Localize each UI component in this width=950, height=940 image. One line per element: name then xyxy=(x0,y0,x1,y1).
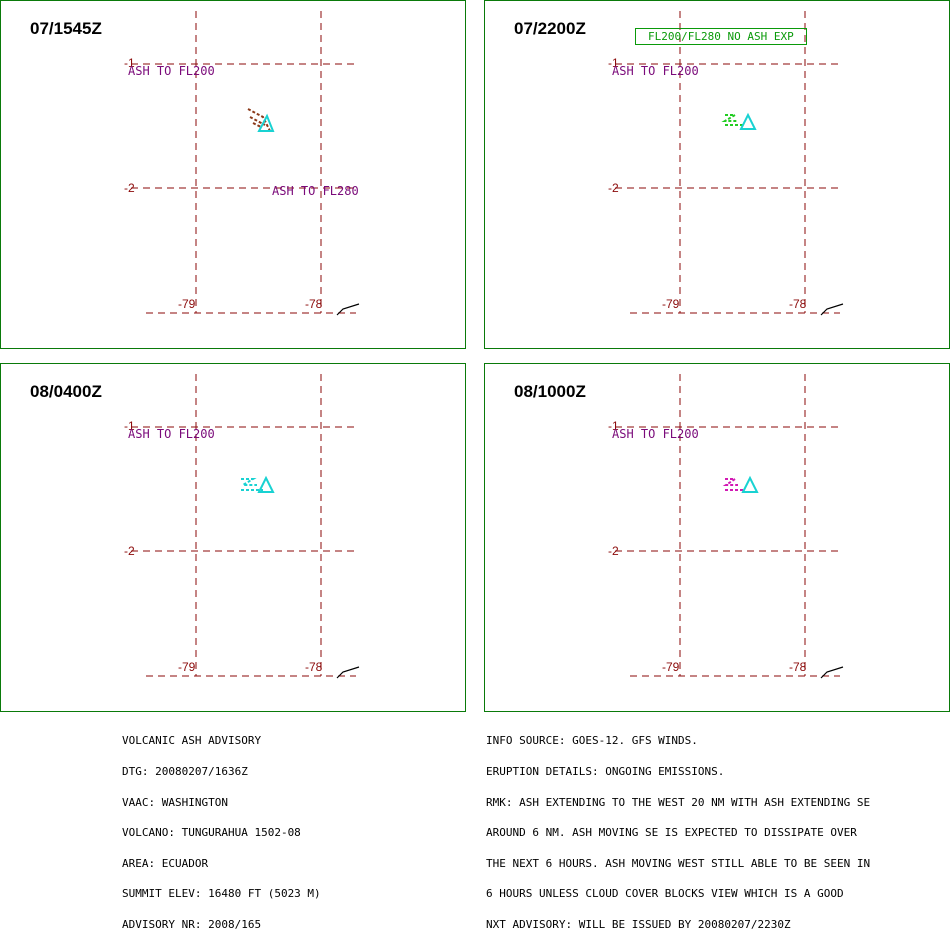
ash-plume-1 xyxy=(247,108,272,134)
advisory-line: RMK: ASH EXTENDING TO THE WEST 20 NM WIT… xyxy=(486,795,871,809)
map-panel-2: 07/2200Z FL200/FL280 NO ASH EXP -1 -2 -7… xyxy=(484,0,950,349)
lon-label-1b: -78 xyxy=(305,297,323,311)
coastline-3 xyxy=(336,666,360,679)
lat-label-1a: -1 xyxy=(124,56,135,70)
map-panel-3: 08/0400Z -1 -2 -79 -78 ASH TO FL200 xyxy=(0,363,466,712)
advisory-line: SUMMIT ELEV: 16480 FT (5023 M) xyxy=(122,887,321,901)
lat-label-1b: -2 xyxy=(124,181,135,195)
advisory-line: THE NEXT 6 HOURS. ASH MOVING WEST STILL … xyxy=(486,856,871,870)
map-grid-1 xyxy=(131,11,360,316)
coastline-1 xyxy=(336,303,360,316)
advisory-line: AROUND 6 NM. ASH MOVING SE IS EXPECTED T… xyxy=(486,826,857,840)
panel-time-3: 08/0400Z xyxy=(30,382,102,401)
volcano-marker-4 xyxy=(741,475,759,493)
map-panel-4: 08/1000Z -1 -2 -79 -78 ASH TO FL200 xyxy=(484,363,950,712)
coastline-2 xyxy=(820,303,844,316)
ash-annotation-4a: ASH TO FL200 xyxy=(612,427,699,441)
advisory-line: NXT ADVISORY: WILL BE ISSUED BY 20080207… xyxy=(486,918,791,932)
advisory-line: 6 HOURS UNLESS CLOUD COVER BLOCKS VIEW W… xyxy=(486,887,844,901)
map-panel-1: 07/1545Z -1 -2 -79 -78 ASH TO FL200 ASH … xyxy=(0,0,466,349)
advisory-line: VAAC: WASHINGTON xyxy=(122,795,228,809)
lat-label-4a: -1 xyxy=(608,419,619,433)
volcano-marker-3 xyxy=(257,475,275,493)
ash-annotation-1a: ASH TO FL200 xyxy=(128,64,215,78)
advisory-line: AREA: ECUADOR xyxy=(122,856,209,870)
ash-plume-2 xyxy=(721,114,745,126)
advisory-line: DTG: 20080207/1636Z xyxy=(122,765,248,779)
volcano-marker-1 xyxy=(257,113,275,132)
lat-label-3a: -1 xyxy=(124,419,135,433)
panel-time-4: 08/1000Z xyxy=(514,382,586,401)
lon-label-1a: -79 xyxy=(178,297,196,311)
no-ash-note: FL200/FL280 NO ASH EXP xyxy=(635,28,807,45)
ash-annotation-3a: ASH TO FL200 xyxy=(128,427,215,441)
lon-label-2b: -78 xyxy=(789,297,807,311)
advisory-right: INFO SOURCE: GOES-12. GFS WINDS. ERUPTIO… xyxy=(486,716,870,940)
ash-plume-4 xyxy=(722,478,743,491)
advisory-line: ADVISORY NR: 2008/165 xyxy=(122,918,262,932)
lon-label-3a: -79 xyxy=(178,660,196,674)
lon-label-4a: -79 xyxy=(662,660,680,674)
map-grid-4 xyxy=(615,374,844,679)
lat-label-2a: -1 xyxy=(608,56,619,70)
panel-time-1: 07/1545Z xyxy=(30,19,102,38)
ash-annotation-2a: ASH TO FL200 xyxy=(612,64,699,78)
lon-label-4b: -78 xyxy=(789,660,807,674)
advisory-line: ERUPTION DETAILS: ONGOING EMISSIONS. xyxy=(486,765,725,779)
panel-time-2: 07/2200Z xyxy=(514,19,586,38)
advisory-left: VOLCANIC ASH ADVISORY DTG: 20080207/1636… xyxy=(122,716,321,940)
ash-plume-3 xyxy=(239,478,263,491)
lat-label-4b: -2 xyxy=(608,544,619,558)
lon-label-2a: -79 xyxy=(662,297,680,311)
lat-label-3b: -2 xyxy=(124,544,135,558)
advisory-line: VOLCANIC ASH ADVISORY xyxy=(122,734,262,748)
lat-label-2b: -2 xyxy=(608,181,619,195)
advisory-line: INFO SOURCE: GOES-12. GFS WINDS. xyxy=(486,734,698,748)
map-grid-2 xyxy=(615,11,844,316)
map-grid-3 xyxy=(131,374,360,679)
lon-label-3b: -78 xyxy=(305,660,323,674)
coastline-4 xyxy=(820,666,844,679)
ash-annotation-1b: ASH TO FL280 xyxy=(272,184,359,198)
advisory-line: VOLCANO: TUNGURAHUA 1502-08 xyxy=(122,826,301,840)
volcano-marker-2 xyxy=(739,112,757,130)
